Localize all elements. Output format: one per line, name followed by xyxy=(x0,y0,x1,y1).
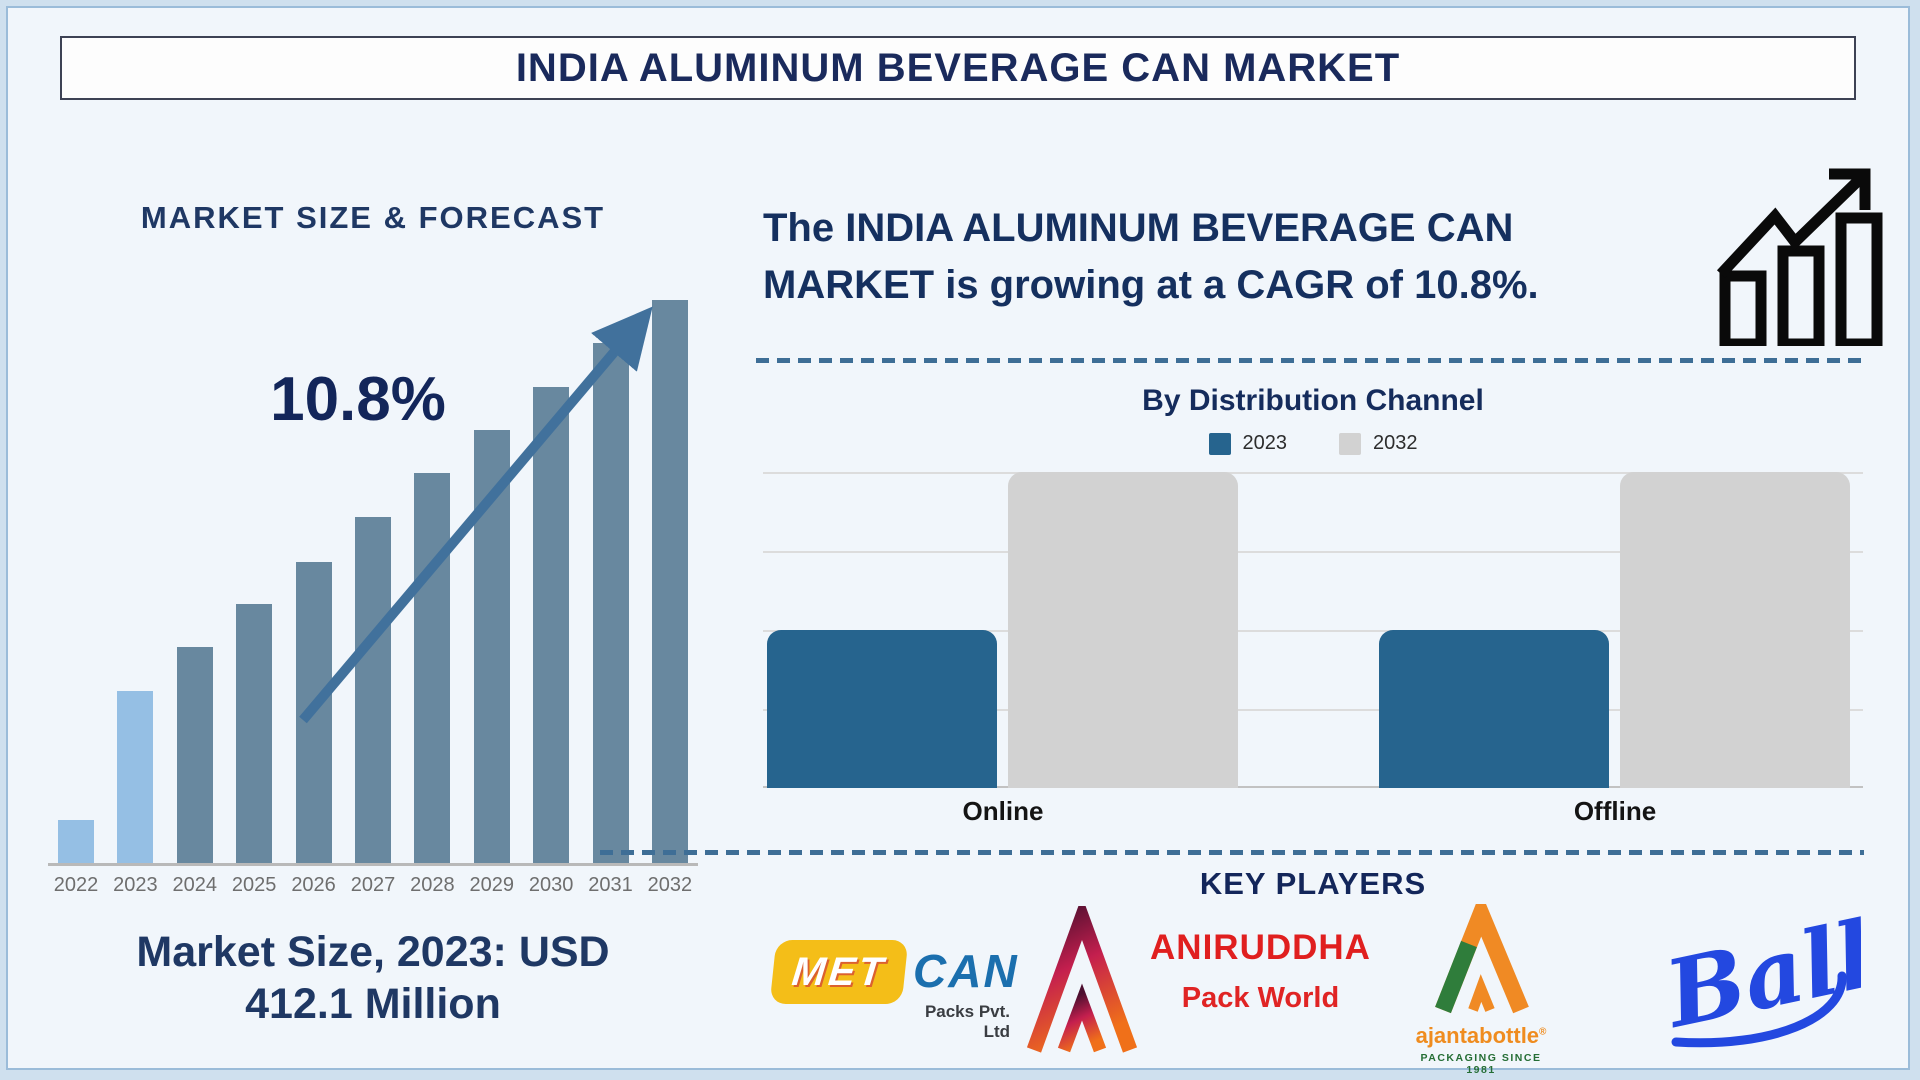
logo-ajantabottle: ajantabottle® PACKAGING SINCE 1981 xyxy=(1406,891,1556,1076)
legend-swatch-2023 xyxy=(1208,432,1231,455)
legend-swatch-2032 xyxy=(1339,432,1361,455)
logo-aniruddha: ANIRUDDHA Pack World xyxy=(1026,896,1373,1066)
metcan-can-text: CAN xyxy=(913,945,1019,997)
forecast-bar-column xyxy=(107,691,163,863)
forecast-bar-2029 xyxy=(473,430,510,863)
forecast-bar-2022 xyxy=(58,820,94,863)
forecast-year-label-2032: 2032 xyxy=(647,874,693,896)
ball-name-text: Ball xyxy=(1654,906,1861,1049)
forecast-bar-column xyxy=(583,343,639,863)
dashed-divider-top xyxy=(756,358,1864,363)
market-size-note: Market Size, 2023: USD 412.1 Million xyxy=(33,926,713,1031)
distribution-title: By Distribution Channel xyxy=(1142,384,1484,417)
ajantabottle-name: ajantabottle® xyxy=(1406,1023,1556,1049)
growth-chart-icon xyxy=(1716,168,1883,346)
forecast-bar-2023 xyxy=(117,691,154,863)
metcan-met-text: MET xyxy=(790,949,889,994)
dist-bar-offline-2032 xyxy=(1620,472,1850,788)
market-size-line2: 412.1 Million xyxy=(245,980,501,1029)
forecast-year-label-2030: 2030 xyxy=(528,874,574,896)
forecast-bar-column xyxy=(226,604,282,863)
logo-ball: Ball xyxy=(1646,900,1882,1066)
forecast-bar-column xyxy=(345,517,401,863)
metcan-badge: MET xyxy=(769,940,909,1004)
infographic-page: INDIA ALUMINUM BEVERAGE CAN MARKET MARKE… xyxy=(6,6,1910,1076)
aniruddha-subtitle: Pack World xyxy=(1181,982,1340,1014)
ajantabottle-a-icon xyxy=(1435,891,1529,1014)
forecast-bar-2032 xyxy=(651,300,688,863)
market-size-line1: Market Size, 2023: USD xyxy=(136,928,610,976)
distribution-legend: 2023 2032 xyxy=(763,432,1863,455)
forecast-bar-2025 xyxy=(236,604,273,863)
forecast-bar-2026 xyxy=(295,562,332,863)
legend-label-2023: 2023 xyxy=(1242,432,1288,454)
key-players-heading: KEY PLAYERS xyxy=(1199,866,1427,901)
forecast-year-label-2022: 2022 xyxy=(53,874,99,896)
legend-label-2032: 2032 xyxy=(1373,432,1418,454)
forecast-bar-column xyxy=(286,562,342,863)
ajantabottle-name-text: ajantabottle xyxy=(1415,1023,1540,1048)
gridline xyxy=(763,472,1863,474)
dist-bar-online-2023 xyxy=(767,630,997,788)
dist-category-label-offline: Offline xyxy=(1573,796,1657,826)
growth-statement: The INDIA ALUMINUM BEVERAGE CAN MARKET i… xyxy=(763,206,1539,307)
forecast-bar-2027 xyxy=(354,517,391,863)
forecast-bar-column xyxy=(464,430,520,863)
distribution-bar-chart: Online Offline xyxy=(763,472,1863,826)
dist-bar-online-2032 xyxy=(1008,472,1238,788)
forecast-bar-column xyxy=(404,473,460,863)
ajantabottle-tagline: PACKAGING SINCE 1981 xyxy=(1420,1052,1542,1076)
title-box: INDIA ALUMINUM BEVERAGE CAN MARKET xyxy=(60,36,1856,100)
cagr-label: 10.8% xyxy=(270,365,446,434)
ball-script-icon: Ball xyxy=(1654,900,1882,1049)
forecast-bar-column xyxy=(642,300,698,863)
dashed-divider-bottom xyxy=(600,850,1864,855)
forecast-bar-column xyxy=(48,820,104,863)
forecast-bar-2031 xyxy=(592,343,629,863)
dist-category-label-online: Online xyxy=(962,796,1044,826)
gridline xyxy=(763,630,1863,632)
registered-mark: ® xyxy=(1539,1026,1547,1038)
forecast-year-label-2024: 2024 xyxy=(172,874,218,896)
forecast-year-label-2026: 2026 xyxy=(291,874,336,896)
forecast-bar-2030 xyxy=(533,387,570,863)
forecast-year-label-2023: 2023 xyxy=(113,874,158,896)
forecast-heading: MARKET SIZE & FORECAST xyxy=(140,200,606,235)
forecast-year-label-2025: 2025 xyxy=(231,874,277,896)
forecast-year-label-2028: 2028 xyxy=(410,874,455,896)
dist-bar-offline-2023 xyxy=(1379,630,1609,788)
forecast-year-label-2027: 2027 xyxy=(350,874,396,896)
forecast-bar-column xyxy=(167,647,223,863)
forecast-year-label-2029: 2029 xyxy=(469,874,514,896)
legend-item-2032: 2032 xyxy=(1339,432,1418,455)
forecast-year-label-2031: 2031 xyxy=(588,874,633,896)
metcan-subtitle: Packs Pvt. Ltd xyxy=(924,1002,1010,1041)
aniruddha-text: ANIRUDDHA Pack World xyxy=(1148,928,1373,1015)
forecast-bar-2024 xyxy=(176,647,213,863)
gridline xyxy=(763,786,1863,788)
legend-item-2023: 2023 xyxy=(1208,432,1288,455)
page-title: INDIA ALUMINUM BEVERAGE CAN MARKET xyxy=(515,45,1401,90)
gridline xyxy=(763,709,1863,711)
forecast-bar-column xyxy=(523,387,579,863)
aniruddha-name: ANIRUDDHA xyxy=(1150,928,1371,967)
forecast-bar-2028 xyxy=(414,473,451,863)
logo-metcan: MET CAN Packs Pvt. Ltd xyxy=(769,940,1017,1050)
gridline xyxy=(763,551,1863,553)
aniruddha-triangle-icon xyxy=(1026,896,1138,1053)
forecast-x-axis-labels: 2022 2023 2024 2025 2026 2027 2028 2029 2030 2031… xyxy=(48,874,698,897)
